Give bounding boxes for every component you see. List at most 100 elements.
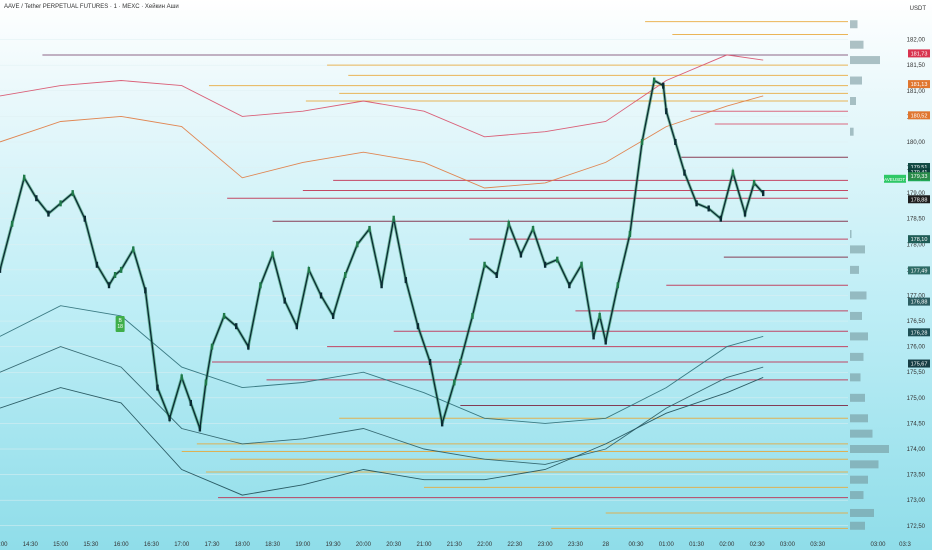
price-candle	[665, 108, 668, 115]
volume-profile-bar	[850, 352, 864, 361]
price-candle	[222, 312, 226, 319]
x-tick-label: 21:00	[416, 542, 432, 548]
x-tick-label: 18:00	[235, 542, 251, 548]
x-tick-label: 18:30	[265, 542, 281, 548]
price-candle	[59, 200, 62, 207]
volume-profile-bar	[850, 445, 889, 453]
price-candle	[440, 420, 444, 427]
axis-price-badge	[908, 297, 930, 306]
price-candle	[10, 220, 14, 227]
price-candle	[380, 282, 383, 289]
price-candle	[356, 241, 359, 248]
price-candle	[204, 379, 208, 386]
price-candle	[95, 261, 99, 268]
volume-profile-bar	[850, 97, 856, 105]
axis-price-badge	[908, 168, 930, 177]
axis-price-badge-label: 178,88	[911, 197, 928, 203]
price-candle	[556, 256, 559, 263]
price-candle	[598, 312, 601, 319]
buy-signal-label: B	[118, 318, 122, 324]
x-tick-label: 14:30	[23, 542, 39, 548]
price-candle	[331, 312, 335, 319]
axis-price-badge	[908, 195, 930, 204]
x-tick-label: 19:00	[295, 542, 311, 548]
x-tick-label: 23:30	[568, 542, 584, 548]
price-candle	[531, 225, 535, 232]
y-tick-label: 181,50	[907, 63, 926, 69]
axis-price-badge-label: 176,88	[911, 300, 928, 306]
volume-profile-bar	[850, 265, 859, 274]
axis-price-badge-label: 179,51	[911, 165, 928, 171]
price-candle	[459, 359, 462, 365]
price-candle	[543, 261, 547, 268]
band-line	[0, 346, 764, 465]
volume-profile-bar	[850, 373, 861, 382]
volume-profile-bar	[850, 56, 880, 65]
y-tick-label: 175,50	[907, 370, 926, 376]
volume-profile-bar	[850, 393, 865, 402]
price-candle	[119, 266, 123, 273]
volume-profile-bar	[850, 414, 868, 423]
price-candle	[428, 359, 432, 365]
volume-profile-bar	[850, 475, 868, 484]
axis-price-badge-label: 181,73	[911, 51, 928, 57]
x-tick-label: 14:00	[0, 542, 8, 548]
price-candle	[731, 169, 735, 176]
price-candle	[604, 338, 607, 345]
y-tick-label: 176,50	[907, 319, 926, 325]
x-tick-label: 02:00	[719, 542, 735, 548]
x-tick-label: 17:00	[174, 542, 190, 548]
price-candle	[674, 138, 677, 145]
y-tick-label: 173,00	[907, 498, 926, 504]
x-tick-label: 03:00	[780, 542, 796, 548]
volume-profile-bar	[850, 332, 868, 341]
price-candle	[652, 77, 656, 84]
axis-price-badge	[908, 359, 930, 368]
price-candle	[495, 272, 498, 278]
price-candle	[695, 200, 698, 207]
x-tick-label: 01:00	[659, 542, 675, 548]
price-candle	[210, 343, 214, 350]
volume-profile-bar	[850, 460, 879, 469]
price-candle	[752, 179, 756, 186]
axis-price-badge-label: 175,67	[911, 362, 928, 368]
volume-profile-bar	[850, 291, 867, 300]
price-candle	[707, 205, 710, 212]
current-price-tag-label: AAVEUSDT.P	[881, 177, 909, 182]
price-candle	[453, 379, 456, 386]
y-tick-label: 179,00	[907, 191, 926, 197]
price-candle	[132, 246, 135, 253]
price-candle	[35, 195, 38, 202]
volume-profile-bar	[850, 429, 873, 438]
y-tick-label: 180,00	[907, 140, 926, 146]
price-candle	[662, 82, 665, 89]
price-candle	[307, 266, 311, 273]
band-line	[0, 54, 764, 138]
price-candle	[235, 323, 238, 330]
volume-profile-bar	[850, 76, 862, 85]
price-candle	[180, 374, 183, 381]
price-candle	[580, 261, 583, 268]
axis-price-badge	[908, 111, 930, 120]
volume-profile-bar	[850, 311, 862, 320]
price-candle	[107, 282, 111, 289]
axis-price-badge-label: 179,33	[911, 174, 928, 180]
x-tick-label: 22:30	[507, 542, 523, 548]
price-candle	[683, 169, 686, 176]
price-candle	[344, 272, 347, 278]
price-candle	[144, 287, 147, 294]
axis-price-badge	[908, 49, 930, 58]
axis-price-badge-label: 177,49	[911, 268, 928, 274]
axis-price-badge-label: 178,10	[911, 237, 928, 243]
price-candle	[47, 210, 50, 217]
x-tick-label: 28	[602, 542, 609, 548]
price-candle	[616, 282, 620, 289]
price-candle	[23, 174, 26, 181]
price-candle	[392, 215, 395, 222]
x-tick-label: 01:30	[689, 542, 705, 548]
x-tick-label: 19:30	[326, 542, 342, 548]
price-candle	[743, 210, 747, 217]
band-line	[0, 376, 764, 496]
